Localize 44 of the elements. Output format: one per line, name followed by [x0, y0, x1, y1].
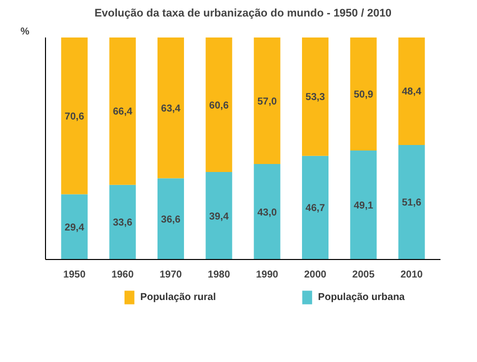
- x-tick-label: 1960: [111, 270, 134, 280]
- bar: [157, 38, 184, 178]
- bar: [302, 156, 329, 260]
- data-label: 39,4: [209, 211, 230, 222]
- bar: [350, 150, 377, 260]
- x-tick-label: 2010: [400, 270, 424, 280]
- data-label: 70,6: [64, 111, 85, 122]
- bar: [109, 38, 136, 185]
- chart-title: Evolução da taxa de urbanização do mundo - 1950 / 2010: [94, 8, 392, 20]
- data-label: 29,4: [64, 222, 85, 234]
- bar: [109, 184, 136, 260]
- data-label: 57,0: [257, 96, 278, 108]
- x-tick-label: 2000: [304, 270, 327, 280]
- x-tick-label: 1950: [63, 270, 86, 280]
- bar: [398, 144, 425, 260]
- data-label: 63,4: [161, 103, 181, 114]
- legend-label: População urbana: [318, 292, 406, 303]
- data-label: 66,4: [112, 106, 133, 118]
- bar: [206, 38, 232, 172]
- data-label: 46,7: [306, 203, 326, 214]
- data-label: 60,6: [209, 100, 230, 112]
- data-label: 36,6: [161, 214, 181, 226]
- x-tick-label: 1970: [160, 270, 182, 280]
- data-label: 33,6: [112, 218, 133, 229]
- data-label: 43,0: [257, 207, 278, 218]
- bar: [398, 38, 425, 145]
- y-axis-title: %: [20, 26, 30, 38]
- bar: [254, 38, 280, 164]
- bar: [350, 38, 377, 150]
- data-label: 51,6: [402, 198, 422, 209]
- legend-label: População rural: [140, 292, 216, 303]
- data-label: 48,4: [402, 86, 422, 98]
- data-label: 50,9: [354, 90, 374, 100]
- data-label: 53,3: [306, 92, 326, 104]
- bar: [302, 38, 329, 156]
- x-tick-label: 1990: [256, 270, 279, 280]
- bar: [206, 172, 232, 260]
- bar: [157, 178, 184, 260]
- bar: [254, 164, 280, 260]
- bar: [61, 38, 88, 194]
- x-tick-label: 1980: [208, 270, 230, 280]
- data-label: 49,1: [354, 200, 374, 212]
- bar: [61, 194, 88, 260]
- x-tick-label: 2005: [352, 270, 375, 280]
